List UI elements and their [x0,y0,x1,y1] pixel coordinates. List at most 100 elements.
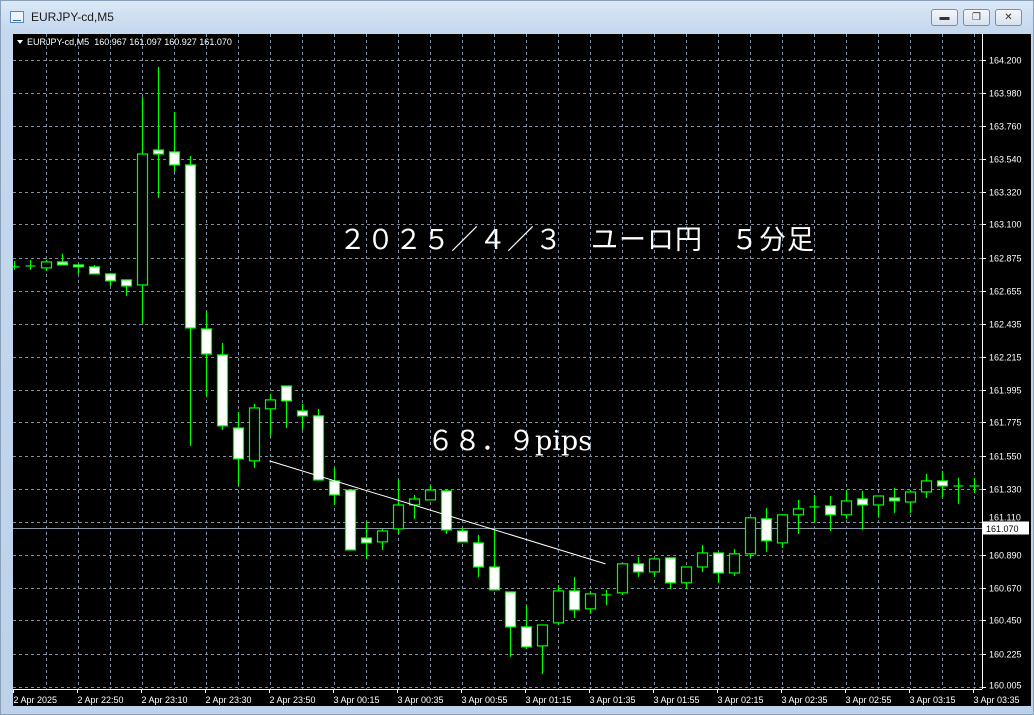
title-bar[interactable]: EURJPY-cd,M5 ▬ ❐ ✕ [1,1,1033,31]
candle-bull [696,552,709,568]
y-tick-label: 163.320 [989,188,1022,198]
candle-bear [120,279,133,287]
y-tick-label: 161.995 [989,386,1022,396]
candle-bull [648,558,661,573]
candle-bear [664,557,677,584]
candle-bear [824,505,837,516]
candle-bull [248,407,261,462]
y-tick-label: 163.540 [989,155,1022,165]
candle-bull [536,624,549,647]
candle-bear [856,498,869,506]
candle-bull [136,153,149,286]
candle-bear [296,410,309,417]
candle-bear [152,149,165,155]
x-tick-label: 3 Apr 03:15 [910,695,956,705]
y-tick-label: 161.775 [989,418,1022,428]
x-tick-label: 3 Apr 02:15 [718,695,764,705]
candle-bear [504,591,517,628]
candle-bull [776,514,789,544]
candle-bull [424,489,437,501]
candle-bear [280,385,293,402]
candle-bear [104,273,117,282]
x-tick-label: 2 Apr 23:10 [142,695,188,705]
minimize-button[interactable]: ▬ [931,9,958,26]
chart-title-annotation[interactable]: ２０２５／４／３ ユーロ円 ５分足 [339,225,815,256]
candle-bull [840,500,853,516]
chart-window-icon [10,11,24,23]
candle-bull [920,480,933,493]
candle-bull [872,495,885,506]
y-tick-label: 160.005 [989,681,1022,691]
y-tick-label: 163.100 [989,220,1022,230]
x-tick-label: 3 Apr 01:35 [590,695,636,705]
header-ohlc: 160.967 161.097 160.927 161.070 [94,37,232,47]
x-tick-label: 3 Apr 00:35 [398,695,444,705]
candle-bull [680,566,693,584]
y-tick-label: 162.435 [989,320,1022,330]
candle-bull [744,517,757,555]
candle-bull [792,508,805,516]
candle-bear [232,427,245,460]
candle-bear [360,537,373,544]
y-tick-label: 161.330 [989,485,1022,495]
x-tick-label: 3 Apr 01:15 [526,695,572,705]
candle-bull [264,399,277,410]
candle-bull [40,261,53,269]
y-tick-label: 162.655 [989,287,1022,297]
x-tick-label: 3 Apr 00:15 [334,695,380,705]
candle-bear [440,490,453,531]
candle-bear [568,590,581,611]
x-tick-label: 2 Apr 22:50 [78,695,124,705]
candle-bear [344,489,357,551]
y-tick-label: 160.890 [989,551,1022,561]
candle-bear [712,552,725,574]
x-tick-label: 2 Apr 23:30 [206,695,252,705]
restore-button[interactable]: ❐ [963,9,990,26]
window-title: EURJPY-cd,M5 [31,10,114,24]
header-symbol: EURJPY-cd,M5 [27,37,90,47]
restore-icon: ❐ [972,12,981,23]
close-button[interactable]: ✕ [995,9,1022,26]
x-tick-label: 3 Apr 02:55 [846,695,892,705]
y-tick-label: 163.760 [989,122,1022,132]
candle-bear [632,563,645,573]
candle-bear [72,264,85,268]
candle-bear [488,566,501,591]
current-price-label: 161.070 [986,524,1019,534]
candle-bull [552,590,565,624]
minimize-icon: ▬ [939,12,950,23]
candle-bear [520,626,533,648]
candle-bull [392,504,405,530]
candle-bear [472,542,485,568]
y-tick-label: 162.875 [989,254,1022,264]
current-price-box [983,521,1029,535]
y-tick-label: 161.550 [989,452,1022,462]
y-tick-label: 164.200 [989,56,1022,66]
trendline[interactable] [269,460,606,565]
candlestick-chart: 164.200 163.980 163.760 163.540 163.320 163.1… [13,34,1029,705]
candle-bear [760,518,773,542]
x-tick-label: 3 Apr 03:35 [974,695,1020,705]
y-tick-label: 163.980 [989,89,1022,99]
chart-area[interactable]: 164.200 163.980 163.760 163.540 163.320 163.1… [13,34,1031,706]
candle-bear [200,328,213,355]
candle-bear [312,415,325,481]
x-tick-label: 3 Apr 01:55 [654,695,700,705]
candle-bear [456,530,469,543]
candle-bull [728,553,741,574]
close-icon: ✕ [1004,12,1013,23]
candle-bear [168,151,181,166]
candle-bull [584,593,597,610]
x-tick-label: 2 Apr 2025 [14,695,58,705]
y-tick-label: 161.110 [989,513,1021,523]
candle-bear [936,480,949,487]
dropdown-triangle-icon[interactable] [17,40,23,44]
candle-bear [88,266,101,275]
x-tick-label: 2 Apr 23:50 [270,695,316,705]
candle-bull [376,530,389,543]
y-tick-label: 160.670 [989,584,1022,594]
y-tick-label: 162.215 [989,353,1022,363]
pips-annotation[interactable]: ６８．９pips [427,426,593,457]
y-tick-label: 160.225 [989,650,1022,660]
